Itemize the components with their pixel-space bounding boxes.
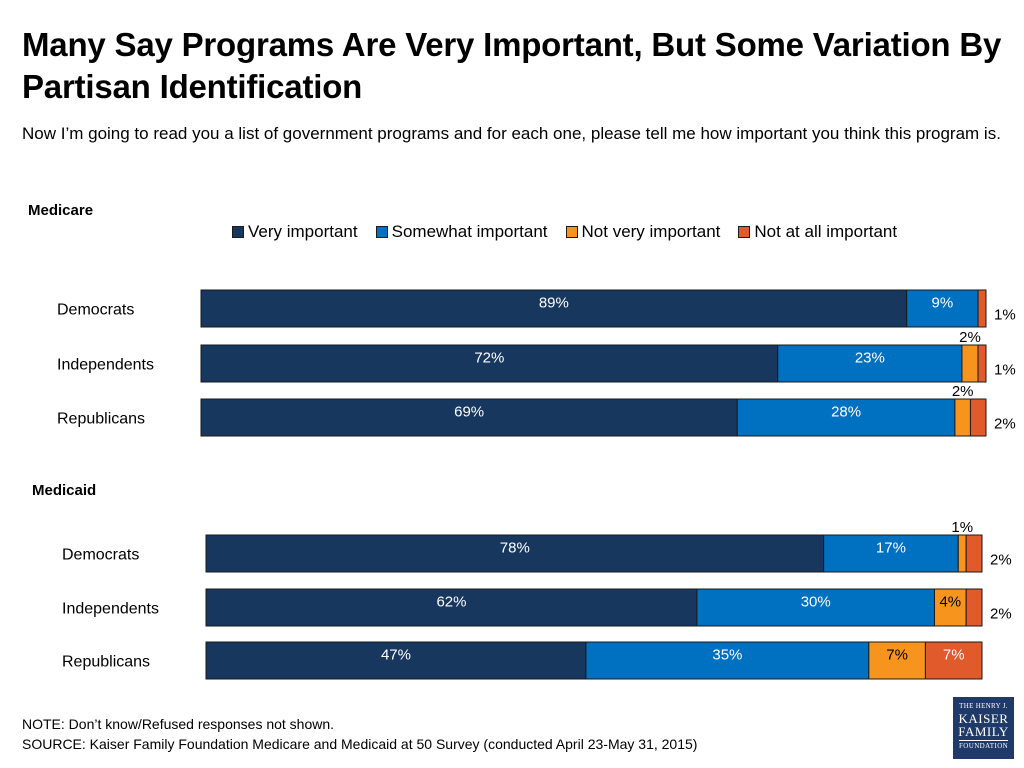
medicaid-bar-democrats-very-important: [205, 534, 825, 573]
medicaid-section-label: Medicaid: [32, 482, 97, 499]
logo-line-2: KAISER: [958, 711, 1009, 726]
medicare-data-label-democrats-very-important: 89%: [539, 295, 569, 312]
medicaid-data-label-independents-not-at-all-important: 2%: [990, 606, 1012, 623]
legend-label-very-important: Very important: [248, 222, 358, 241]
medicare-bar-independents-very-important: [200, 344, 779, 383]
legend-swatch-somewhat-important: [375, 226, 388, 238]
medicaid-bar-democrats-somewhat-important: [823, 534, 959, 573]
chart-notes: NOTE: Don’t know/Refused responses not s…: [22, 714, 697, 754]
medicare-category-label-republicans: Republicans: [57, 411, 145, 428]
kff-logo: THE HENRY J. KAISER FAMILY FOUNDATION: [953, 697, 1014, 759]
medicaid-bar-independents-somewhat-important: [696, 588, 935, 627]
legend-label-somewhat-important: Somewhat important: [391, 222, 548, 241]
medicare-data-label-independents-very-important: 72%: [474, 350, 504, 367]
medicaid-bar-independents-not-very-important: [933, 588, 967, 627]
medicare-bar-republicans-somewhat-important: [736, 398, 956, 437]
medicare-bar-independents-somewhat-important: [777, 344, 963, 383]
legend-swatch-not-at-all-important: [738, 226, 751, 238]
chart-legend: Very important Somewhat important Not ve…: [232, 222, 915, 242]
source-text: SOURCE: Kaiser Family Foundation Medicar…: [22, 736, 698, 752]
legend-label-not-very-important: Not very important: [581, 222, 721, 241]
medicaid-bar-republicans-very-important: [205, 641, 587, 680]
medicaid-data-label-independents-somewhat-important: 30%: [801, 594, 831, 611]
medicare-bar-democrats-not-at-all-important: [977, 289, 987, 328]
medicare-data-label-independents-somewhat-important: 23%: [855, 350, 885, 367]
medicaid-bar-republicans-not-very-important: [868, 641, 926, 680]
medicare-section-label: Medicare: [28, 202, 94, 219]
legend-label-not-at-all-important: Not at all important: [754, 222, 898, 241]
medicaid-bar-independents-not-at-all-important: [965, 588, 983, 627]
medicare-data-label-independents-not-at-all-important: 1%: [994, 362, 1016, 379]
legend-item-very-important: Very important: [232, 222, 358, 242]
legend-swatch-not-very-important: [565, 226, 578, 238]
medicare-data-label-republicans-very-important: 69%: [454, 404, 484, 421]
legend-swatch-very-important: [232, 226, 244, 238]
medicaid-data-label-democrats-somewhat-important: 17%: [876, 540, 906, 557]
medicare-data-label-democrats-not-at-all-important: 1%: [994, 307, 1016, 324]
medicare-data-label-republicans-not-at-all-important: 2%: [994, 416, 1016, 433]
medicare-data-label-republicans-not-very-important: 2%: [952, 383, 974, 400]
medicare-bar-democrats-very-important: [200, 289, 908, 328]
medicaid-bar-democrats-not-at-all-important: [965, 534, 983, 573]
medicaid-category-label-independents: Independents: [62, 601, 159, 618]
medicare-bar-democrats-somewhat-important: [906, 289, 979, 328]
medicaid-bar-republicans-somewhat-important: [585, 641, 870, 680]
question-text: Now I’m going to read you a list of gove…: [22, 124, 1001, 143]
medicaid-bar-independents-very-important: [205, 588, 698, 627]
medicaid-data-label-democrats-very-important: 78%: [500, 540, 530, 557]
medicaid-bar-republicans-not-at-all-important: [924, 641, 983, 680]
medicaid-data-label-independents-not-very-important: 4%: [939, 594, 961, 611]
medicare-bar-republicans-not-very-important: [954, 398, 971, 437]
medicare-bar-independents-not-very-important: [961, 344, 979, 383]
medicare-category-label-independents: Independents: [57, 357, 154, 374]
legend-item-not-very-important: Not very important: [565, 222, 721, 242]
medicare-bar-republicans-not-at-all-important: [969, 398, 987, 437]
medicare-category-label-democrats: Democrats: [57, 302, 134, 319]
medicaid-data-label-republicans-not-very-important: 7%: [886, 647, 908, 664]
medicaid-data-label-democrats-not-very-important: 1%: [951, 519, 973, 536]
logo-line-3: FAMILY: [958, 724, 1009, 739]
medicaid-category-label-republicans: Republicans: [62, 654, 150, 671]
note-text: NOTE: Don’t know/Refused responses not s…: [22, 716, 335, 732]
medicaid-bar-democrats-not-very-important: [957, 534, 967, 573]
medicaid-category-label-democrats: Democrats: [62, 547, 139, 564]
medicaid-data-label-republicans-very-important: 47%: [381, 647, 411, 664]
legend-item-somewhat-important: Somewhat important: [375, 222, 548, 242]
medicare-data-label-republicans-somewhat-important: 28%: [831, 404, 861, 421]
legend-item-not-at-all-important: Not at all important: [738, 222, 897, 242]
medicaid-data-label-republicans-somewhat-important: 35%: [712, 647, 742, 664]
logo-line-1: THE HENRY J.: [959, 702, 1008, 710]
medicare-data-label-independents-not-very-important: 2%: [959, 329, 981, 346]
medicaid-data-label-republicans-not-at-all-important: 7%: [943, 647, 965, 664]
medicare-bar-independents-not-at-all-important: [977, 344, 987, 383]
medicaid-data-label-democrats-not-at-all-important: 2%: [990, 552, 1012, 569]
page-title: Many Say Programs Are Very Important, Bu…: [22, 26, 1002, 105]
medicare-data-label-democrats-somewhat-important: 9%: [932, 295, 954, 312]
medicaid-data-label-independents-very-important: 62%: [436, 594, 466, 611]
logo-line-4: FOUNDATION: [959, 740, 1009, 750]
